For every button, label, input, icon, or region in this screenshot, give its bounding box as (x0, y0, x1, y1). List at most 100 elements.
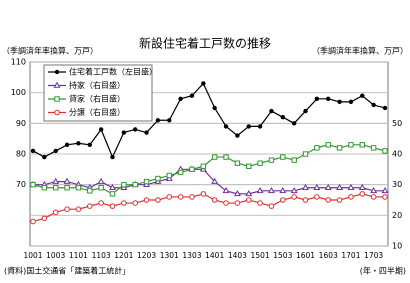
point (87, 188, 93, 194)
legend-label: 持家（右目盛） (69, 80, 125, 90)
y2-tick-label: 40 (392, 150, 402, 159)
point (211, 177, 219, 184)
y-tick-label: 110 (11, 58, 26, 67)
point (314, 194, 320, 200)
x-tick-label: 1303 (182, 251, 201, 260)
x-axis-label: (年・四半期) (360, 266, 406, 276)
point (64, 185, 70, 191)
point (223, 200, 229, 206)
point (256, 186, 264, 194)
x-tick-label: 1603 (319, 251, 338, 260)
legend-box (43, 64, 153, 122)
point (359, 191, 366, 197)
point (86, 203, 93, 209)
point (359, 142, 365, 148)
point (268, 157, 275, 163)
point (268, 203, 275, 209)
point (280, 115, 286, 120)
point (336, 145, 343, 151)
point (121, 130, 127, 135)
point (234, 160, 241, 166)
y-tick-label: 90 (16, 119, 26, 128)
point (212, 105, 217, 111)
point (245, 190, 253, 197)
y2-axis-label: （季調済年率換算、万戸） (312, 46, 408, 56)
point (52, 177, 60, 184)
legend-label: 貸家（右目盛） (69, 94, 125, 104)
point (370, 194, 377, 200)
point (110, 154, 115, 160)
y2-tick-label: 10 (392, 242, 402, 251)
y-tick-label: 80 (16, 150, 26, 159)
point (313, 183, 321, 191)
point (370, 145, 377, 151)
point (302, 151, 309, 157)
point (302, 183, 309, 191)
point (257, 160, 263, 166)
legend-marker (54, 109, 60, 116)
point (235, 133, 240, 138)
point (290, 186, 298, 194)
x-tick-label: 1601 (296, 251, 315, 260)
point (280, 154, 286, 160)
point (201, 81, 206, 86)
point (189, 166, 195, 173)
point (132, 127, 138, 132)
point (348, 194, 354, 200)
point (98, 200, 104, 206)
x-tick-label: 1503 (273, 251, 292, 260)
y2-tick-label: 50 (392, 119, 402, 128)
point (132, 200, 138, 206)
point (155, 197, 161, 203)
point (291, 121, 297, 126)
point (200, 191, 207, 197)
source-note: (資料)国土交通省「建築着工統計」 (4, 266, 130, 276)
point (42, 154, 47, 160)
point (109, 183, 116, 191)
chart-title: 新設住宅着工戸数の推移 (139, 36, 271, 51)
point (246, 124, 251, 129)
point (234, 200, 241, 206)
point (30, 218, 36, 225)
point (53, 185, 59, 191)
point (64, 142, 70, 147)
point (64, 206, 70, 212)
point (121, 181, 127, 188)
x-tick-label: 1203 (137, 251, 156, 260)
series-line (32, 193, 385, 223)
point (336, 183, 344, 191)
point (166, 172, 172, 179)
y2-tick-label: 30 (392, 180, 402, 189)
x-tick-label: 1301 (160, 251, 179, 260)
point (360, 93, 365, 98)
point (371, 102, 376, 108)
point (337, 99, 342, 105)
y-tick-label: 100 (11, 88, 26, 97)
point (30, 181, 36, 188)
point (178, 96, 183, 102)
point (167, 118, 172, 123)
point (98, 127, 104, 132)
legend-marker (53, 81, 61, 88)
point (257, 200, 263, 206)
y-tick-label: 70 (16, 180, 26, 189)
legend-marker (54, 69, 60, 75)
point (223, 154, 229, 160)
point (30, 148, 36, 154)
legend-marker (54, 96, 60, 102)
point (314, 96, 320, 102)
legend-label: 分譲（右目盛） (69, 107, 125, 117)
point (291, 194, 297, 200)
point (121, 200, 127, 206)
point (211, 197, 218, 203)
point (223, 124, 229, 129)
point (336, 197, 343, 203)
point (246, 163, 252, 169)
point (177, 169, 184, 176)
x-tick-label: 1103 (92, 251, 111, 260)
point (177, 194, 184, 200)
point (155, 118, 161, 123)
point (314, 145, 320, 151)
point (166, 194, 173, 200)
x-tick-label: 1501 (251, 251, 270, 260)
